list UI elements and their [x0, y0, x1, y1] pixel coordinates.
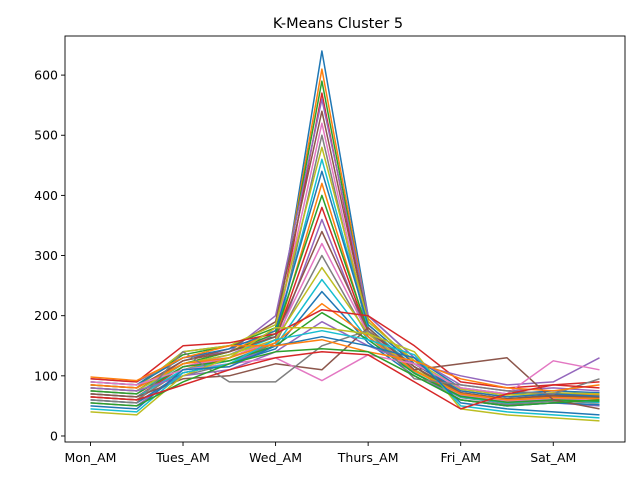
- chart-title: K-Means Cluster 5: [273, 16, 403, 32]
- x-tick-label: Fri_AM: [440, 450, 480, 465]
- series-line-6: [90, 110, 600, 400]
- series-line-31: [90, 335, 600, 416]
- series-line-34: [90, 351, 600, 410]
- series-line-33: [90, 348, 600, 407]
- x-tick-label: Sat_AM: [530, 450, 576, 465]
- y-tick-label: 500: [34, 128, 58, 143]
- series-line-3: [90, 80, 600, 401]
- series-line-29: [90, 326, 600, 422]
- series-line-32: [90, 338, 600, 392]
- x-tick-label: Tues_AM: [155, 450, 209, 465]
- series-line-16: [90, 230, 600, 400]
- series-lines: [90, 50, 600, 422]
- series-line-27: [90, 354, 600, 395]
- series-line-1: [90, 50, 600, 395]
- x-tick-label: Thurs_AM: [337, 450, 399, 465]
- series-line-9: [90, 146, 600, 396]
- x-tick-label: Wed_AM: [249, 450, 302, 465]
- series-line-28: [90, 329, 600, 404]
- series-line-23: [90, 311, 600, 404]
- y-tick-label: 300: [34, 248, 58, 263]
- axes: 0 100 200 300 400 500 600 Mon_AM Tues_AM Wed_AM Th…: [34, 35, 626, 465]
- y-tick-label: 100: [34, 368, 58, 383]
- plot-frame: [64, 35, 626, 443]
- series-line-25: [90, 320, 600, 392]
- y-tick-label: 600: [34, 68, 58, 83]
- y-tick-label: 200: [34, 308, 58, 323]
- x-tick-label: Mon_AM: [64, 450, 116, 465]
- y-tick-label: 400: [34, 188, 58, 203]
- series-line-24: [90, 308, 600, 389]
- y-tick-label: 0: [50, 428, 58, 443]
- series-line-30: [90, 329, 600, 419]
- series-line-22: [90, 302, 600, 401]
